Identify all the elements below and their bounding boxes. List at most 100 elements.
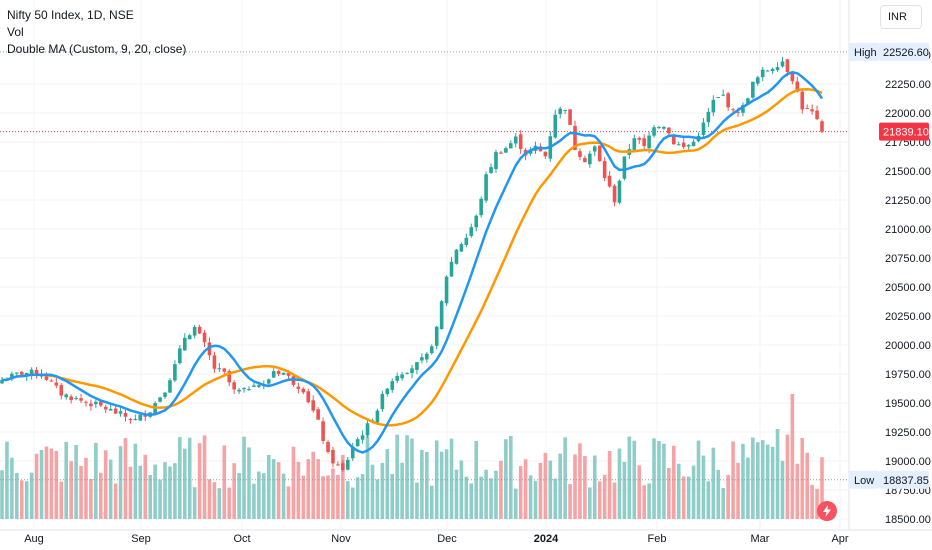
candle-body (686, 144, 691, 147)
candle-body (701, 122, 706, 135)
lightning-icon[interactable] (817, 501, 837, 521)
candle-body (711, 99, 716, 113)
volume-bar (449, 438, 454, 519)
candle-body (553, 114, 558, 138)
volume-bar (148, 475, 152, 519)
candle-body (192, 326, 197, 336)
low-price-bg (879, 470, 929, 489)
ma-slow-line (2, 87, 823, 427)
marker-lines (0, 51, 848, 481)
currency-button[interactable]: INR (880, 5, 922, 29)
volume-bar (360, 474, 365, 519)
volume-bar (173, 463, 177, 519)
grid-lines (0, 0, 932, 531)
candle-body (336, 464, 340, 466)
y-tick-label: 21250.00 (885, 195, 931, 207)
volume-bar (642, 485, 646, 519)
volume-bar (380, 462, 385, 519)
volume-bar (331, 468, 335, 519)
candle-body (182, 337, 187, 351)
candle-body (612, 185, 617, 203)
volume-bar (681, 476, 686, 519)
volume-bar (508, 435, 513, 519)
volume-bar (815, 488, 819, 519)
y-tick-label: 20500.00 (885, 282, 931, 294)
volume-bar (415, 482, 419, 519)
volume-bar (355, 477, 360, 519)
volume-bar (622, 461, 627, 519)
candle-body (34, 369, 39, 376)
volume-bar (168, 466, 172, 519)
candle-body (588, 153, 592, 165)
volume-bar (296, 461, 301, 519)
candle-body (681, 142, 686, 148)
candle-body (271, 371, 276, 378)
candle-body (672, 135, 676, 145)
volume-bar (163, 462, 167, 519)
volume-bar (217, 488, 222, 519)
volume-bar (795, 463, 800, 519)
candle-body (494, 152, 498, 169)
candle-body (444, 276, 449, 304)
candle-body (800, 91, 805, 110)
volume-bar (770, 446, 775, 519)
candle-body (573, 125, 577, 151)
candle-body (19, 371, 24, 375)
candle-body (785, 59, 790, 72)
volume-bar (588, 487, 592, 519)
volume-bar (400, 462, 404, 519)
candle-body (499, 152, 503, 154)
candle-body (637, 137, 642, 140)
double-ma-indicator-label[interactable]: Double MA (Custom, 9, 20, close) (7, 42, 187, 56)
volume-bar (741, 443, 745, 519)
candle-body (780, 61, 785, 67)
candle-body (217, 368, 222, 370)
volume-bar (607, 451, 612, 519)
volume-bar (637, 465, 642, 519)
candle-body (296, 386, 301, 389)
candle-body (276, 371, 281, 375)
volume-bar (800, 437, 805, 519)
volume-bar (474, 440, 479, 519)
volume-bar (425, 451, 429, 519)
candle-body (158, 397, 162, 402)
candle-body (592, 146, 597, 152)
volume-bar (765, 444, 770, 519)
candle-body (706, 111, 711, 123)
volume-bar (79, 465, 83, 519)
volume-bar (543, 452, 548, 519)
candle-body (103, 406, 108, 410)
volume-bar (484, 469, 488, 519)
volume-bar (390, 473, 395, 519)
volume-bar (242, 436, 246, 519)
x-tick-label: Nov (331, 533, 351, 545)
volume-bar (726, 474, 730, 519)
volume-bar (454, 469, 459, 519)
volume-bar (528, 475, 533, 519)
candle-body (375, 410, 380, 423)
volume-bar (94, 442, 98, 519)
x-tick-label: Dec (437, 533, 457, 545)
volume-bar (44, 446, 49, 519)
y-tick-label: 21000.00 (885, 224, 931, 236)
volume-bar (19, 480, 24, 519)
candle-body (360, 435, 365, 440)
volume-bar (128, 466, 133, 519)
volume-bar (691, 465, 696, 519)
y-tick-label: 19250.00 (885, 427, 931, 439)
volume-bar (108, 459, 113, 519)
candle-body (326, 442, 330, 452)
volume-bar (341, 454, 345, 519)
volume-bar (563, 437, 567, 519)
volume-bar (553, 478, 558, 519)
candle-body (400, 374, 404, 379)
volume-bar (15, 472, 19, 519)
volume-indicator-label[interactable]: Vol (7, 25, 24, 39)
volume-bar (321, 476, 325, 519)
candle-body (187, 335, 192, 340)
candle-body (820, 121, 824, 132)
candle-body (795, 81, 800, 92)
candle-body (736, 111, 740, 113)
candle-body (568, 109, 572, 125)
